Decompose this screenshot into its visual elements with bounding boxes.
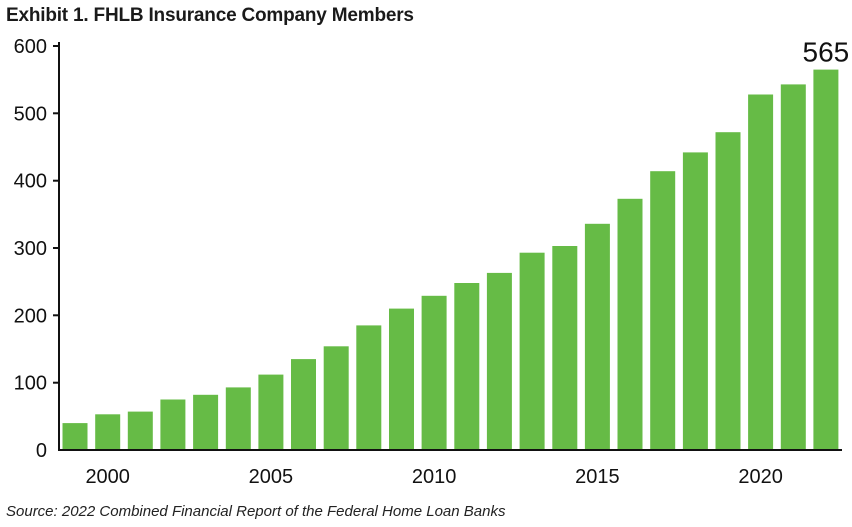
x-tick-label: 2015 [575,466,620,488]
data-labels: 565 [803,37,850,68]
bar-2015 [584,223,610,450]
x-tick-label: 2020 [738,466,783,488]
bar-2016 [617,198,643,450]
bar-2022 [813,69,839,450]
y-tick-label: 300 [14,238,47,260]
y-tick-label: 200 [14,305,47,327]
x-axis-ticks: 2000 2005 2010 2015 2020 [85,466,782,488]
y-tick-label: 0 [36,440,47,462]
bar-2020 [748,94,774,450]
y-tick-label: 100 [14,373,47,395]
x-tick-label: 2005 [249,466,294,488]
bar-2001 [127,411,153,450]
bar-2019 [715,132,741,450]
bar-2000 [95,414,121,450]
data-label: 565 [803,37,850,68]
y-tick-label: 500 [14,103,47,125]
y-axis-ticks: 0 100 200 300 400 500 600 [14,36,59,462]
bar-2002 [160,399,186,450]
bar-2011 [454,283,480,450]
bar-1999 [62,423,88,450]
bar-2017 [650,171,676,450]
bar-2003 [193,394,219,450]
bars-group [62,69,839,451]
bar-2009 [389,308,414,450]
bar-2021 [780,84,806,451]
bar-2006 [291,359,316,450]
bar-2010 [421,295,447,450]
x-tick-label: 2010 [412,466,457,488]
chart-title: Exhibit 1. FHLB Insurance Company Member… [6,5,414,26]
chart-source: Source: 2022 Combined Financial Report o… [6,503,506,520]
bar-2005 [258,374,284,450]
bar-2008 [356,325,382,450]
bar-2007 [323,346,349,450]
y-tick-label: 600 [14,36,47,58]
x-tick-label: 2000 [85,466,130,488]
bar-2018 [682,152,708,450]
bar-2014 [552,246,578,450]
bar-2004 [225,387,251,450]
y-tick-label: 400 [14,171,47,193]
bar-2012 [486,272,512,450]
bar-2013 [519,252,545,450]
